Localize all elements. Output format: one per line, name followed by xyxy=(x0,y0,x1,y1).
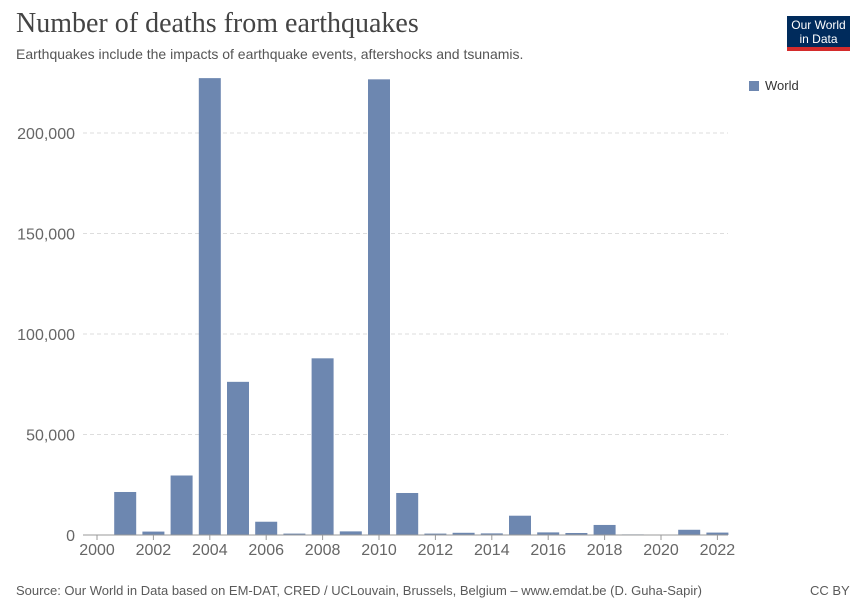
bar-2010[interactable] xyxy=(368,79,390,535)
bar-2004[interactable] xyxy=(198,78,221,535)
x-tick-label: 2020 xyxy=(643,542,679,559)
legend-label-world: World xyxy=(765,78,799,93)
chart-title: Number of deaths from earthquakes xyxy=(16,8,419,39)
bar-2015[interactable] xyxy=(509,515,531,535)
bar-2016[interactable] xyxy=(537,532,560,535)
bar-2022[interactable] xyxy=(706,532,729,535)
x-tick-label: 2008 xyxy=(305,542,341,559)
x-tick-label: 2002 xyxy=(136,542,172,559)
legend-swatch-world xyxy=(749,80,759,91)
y-axis-ticks: 0 50,000 100,000 150,000 200,000 xyxy=(17,126,75,545)
bar-2005[interactable] xyxy=(227,381,249,535)
bar-2007[interactable] xyxy=(283,533,306,535)
bars xyxy=(86,78,729,536)
x-tick-label: 2014 xyxy=(474,542,510,559)
bar-2013[interactable] xyxy=(452,532,475,535)
y-tick-label: 100,000 xyxy=(17,327,75,344)
bar-2001[interactable] xyxy=(114,491,137,535)
bar-2002[interactable] xyxy=(142,531,165,535)
logo-line-1: Our World xyxy=(791,18,846,32)
bar-2008[interactable] xyxy=(311,358,334,535)
legend[interactable]: World xyxy=(749,78,799,93)
x-tick-label: 2018 xyxy=(587,542,623,559)
grid-lines xyxy=(83,132,728,435)
logo-line-2: in Data xyxy=(799,32,838,46)
x-axis-ticks: 2000 2002 2004 2006 2008 2010 2012 2014 2016 2018… xyxy=(79,535,735,559)
chart-subtitle: Earthquakes include the impacts of earth… xyxy=(16,46,524,62)
bar-2012[interactable] xyxy=(424,533,447,535)
x-tick-label: 2022 xyxy=(700,542,736,559)
x-tick-label: 2006 xyxy=(248,542,284,559)
bar-2018[interactable] xyxy=(593,524,616,535)
bar-2017[interactable] xyxy=(565,532,588,535)
bar-2006[interactable] xyxy=(255,521,278,535)
x-tick-label: 2004 xyxy=(192,542,228,559)
x-tick-label: 2012 xyxy=(418,542,454,559)
source-note: Source: Our World in Data based on EM-DA… xyxy=(16,583,702,598)
bar-2009[interactable] xyxy=(339,531,362,535)
x-tick-label: 2016 xyxy=(530,542,566,559)
bar-2021[interactable] xyxy=(678,529,701,535)
y-tick-label: 50,000 xyxy=(26,428,75,445)
owid-logo[interactable]: Our World in Data xyxy=(787,16,850,51)
bar-2011[interactable] xyxy=(396,492,419,535)
bar-2003[interactable] xyxy=(170,475,193,535)
y-tick-label: 200,000 xyxy=(17,126,75,143)
x-tick-label: 2000 xyxy=(79,542,115,559)
bar-2014[interactable] xyxy=(480,533,503,535)
y-tick-label: 150,000 xyxy=(17,227,75,244)
x-tick-label: 2010 xyxy=(361,542,397,559)
license-link[interactable]: CC BY xyxy=(810,583,850,598)
y-tick-label: 0 xyxy=(66,528,75,545)
